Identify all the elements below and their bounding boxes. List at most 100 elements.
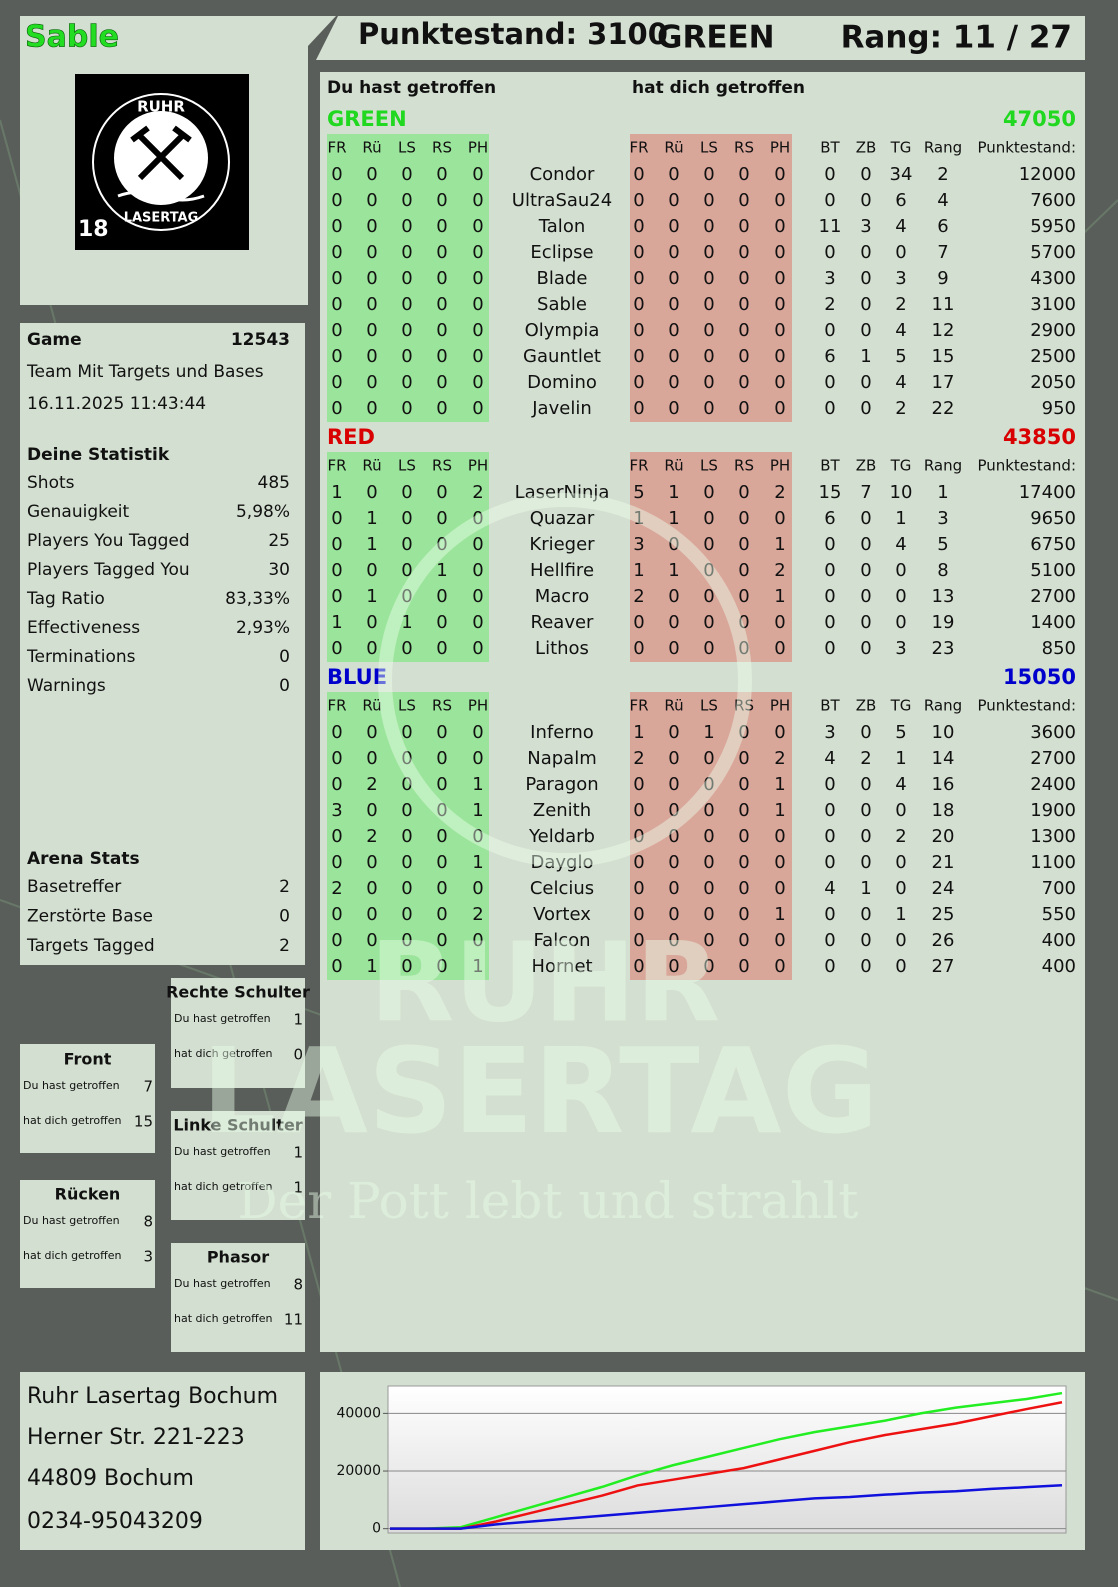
points-cell: 5700 — [1030, 242, 1076, 263]
hit-cell: 0 — [401, 904, 412, 925]
got-cell: 0 — [668, 346, 679, 367]
zone-title: Rechte Schulter — [166, 983, 310, 1002]
got-cell: 0 — [668, 904, 679, 925]
got-cell: 2 — [774, 560, 785, 581]
stat-cell: 0 — [860, 586, 871, 607]
player-name: Hornet — [531, 956, 592, 977]
hit-cell: 0 — [472, 748, 483, 769]
player-name: Krieger — [529, 534, 595, 555]
stat-cell: 0 — [860, 372, 871, 393]
got-cell: 0 — [633, 190, 644, 211]
series-line — [390, 1484, 1063, 1530]
got-cell: 0 — [738, 508, 749, 529]
zone-got-label: hat dich getroffen — [174, 1047, 272, 1060]
hit-cell: 0 — [401, 722, 412, 743]
zone-panel — [171, 1111, 305, 1220]
hit-cell: 0 — [436, 852, 447, 873]
hit-cell: 0 — [401, 398, 412, 419]
hit-cell: 3 — [331, 800, 342, 821]
hit-cell: 0 — [436, 586, 447, 607]
got-cell: 0 — [633, 294, 644, 315]
got-cell: 0 — [703, 372, 714, 393]
stat-cell: 0 — [824, 638, 835, 659]
hit-cell: 0 — [472, 346, 483, 367]
points-cell: 2700 — [1030, 748, 1076, 769]
got-cell: 0 — [703, 826, 714, 847]
hit-cell: 0 — [436, 878, 447, 899]
team: GREEN — [657, 20, 775, 56]
column-header: PH — [770, 139, 790, 157]
column-header: Rü — [664, 697, 683, 715]
zone-title: Linke Schulter — [173, 1116, 302, 1135]
points-cell: 2400 — [1030, 774, 1076, 795]
game-panel — [20, 323, 305, 965]
hit-cell: 0 — [401, 482, 412, 503]
got-cell: 0 — [633, 216, 644, 237]
hit-cell: 0 — [436, 268, 447, 289]
stat-cell: 0 — [860, 774, 871, 795]
hit-cell: 0 — [331, 294, 342, 315]
stat-cell: 16 — [932, 774, 955, 795]
column-header: PH — [770, 697, 790, 715]
column-header: RS — [432, 139, 452, 157]
logo-bottom: LASERTAG — [124, 211, 199, 226]
got-cell: 0 — [668, 612, 679, 633]
stat-cell: 0 — [824, 930, 835, 951]
player-name: Blade — [537, 268, 588, 289]
got-title: hat dich getroffen — [632, 78, 805, 98]
team-name: RED — [327, 425, 375, 449]
zone-got-label: hat dich getroffen — [174, 1180, 272, 1193]
stat-cell: 15 — [932, 346, 955, 367]
got-cell: 0 — [738, 774, 749, 795]
got-cell: 0 — [703, 398, 714, 419]
hit-cell: 0 — [401, 508, 412, 529]
got-cell: 1 — [703, 722, 714, 743]
watermark-ring — [378, 493, 752, 867]
got-cell: 0 — [633, 268, 644, 289]
hit-cell: 0 — [331, 956, 342, 977]
hit-cell: 1 — [472, 852, 483, 873]
column-header: RS — [734, 697, 754, 715]
hit-cell: 0 — [366, 800, 377, 821]
hit-cell: 0 — [331, 242, 342, 263]
zone-panel — [20, 1180, 155, 1288]
stat-cell: 0 — [860, 190, 871, 211]
stat-cell: 18 — [932, 800, 955, 821]
stat-cell: 0 — [860, 398, 871, 419]
hit-cell: 2 — [472, 904, 483, 925]
got-cell: 0 — [738, 216, 749, 237]
got-cell: 0 — [738, 800, 749, 821]
hit-cell: 0 — [366, 482, 377, 503]
stat-cell: 3 — [824, 268, 835, 289]
arena-title: Arena Stats — [27, 849, 140, 869]
zone-got-value: 11 — [284, 1311, 303, 1329]
got-cell: 0 — [633, 826, 644, 847]
got-cell: 0 — [703, 320, 714, 341]
zone-hit-label: Du hast getroffen — [23, 1079, 120, 1092]
zone-hit-label: Du hast getroffen — [174, 1145, 271, 1158]
hit-cell: 0 — [331, 852, 342, 873]
stat-cell: 0 — [824, 904, 835, 925]
got-cell: 0 — [738, 878, 749, 899]
points-cell: 2050 — [1030, 372, 1076, 393]
column-header: LS — [700, 457, 718, 475]
zone-got-label: hat dich getroffen — [174, 1312, 272, 1325]
got-cell: 0 — [633, 164, 644, 185]
column-header: ZB — [856, 457, 877, 475]
got-cell: 0 — [774, 638, 785, 659]
got-cell: 3 — [633, 534, 644, 555]
hit-cell: 0 — [401, 294, 412, 315]
hit-cell: 0 — [331, 346, 342, 367]
game-date: 16.11.2025 11:43:44 — [27, 394, 206, 414]
stat-cell: 1 — [895, 904, 906, 925]
hit-cell: 0 — [401, 826, 412, 847]
column-header: Rü — [362, 457, 381, 475]
got-cell: 0 — [738, 190, 749, 211]
team-name: BLUE — [327, 665, 387, 689]
stat-cell: 24 — [932, 878, 955, 899]
hit-cell: 0 — [472, 930, 483, 951]
hit-cell: 1 — [366, 586, 377, 607]
got-cell: 1 — [633, 560, 644, 581]
hit-cell: 0 — [401, 560, 412, 581]
got-cell: 0 — [774, 320, 785, 341]
